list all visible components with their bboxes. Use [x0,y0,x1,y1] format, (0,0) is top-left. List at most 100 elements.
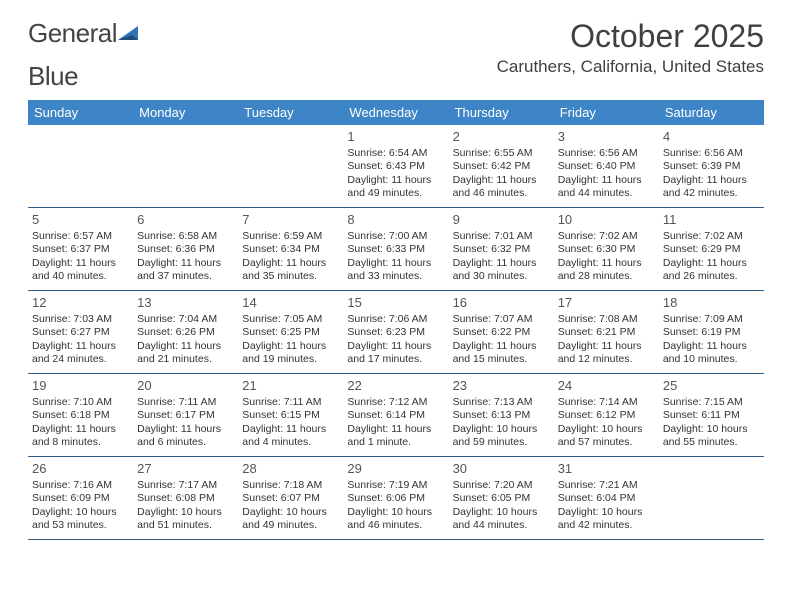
week-row: 5Sunrise: 6:57 AMSunset: 6:37 PMDaylight… [28,208,764,291]
day-cell: 5Sunrise: 6:57 AMSunset: 6:37 PMDaylight… [28,208,133,290]
sunrise-text: Sunrise: 7:12 AM [347,396,442,409]
daylight-text-2: and 51 minutes. [137,519,232,532]
daylight-text-1: Daylight: 11 hours [347,257,442,270]
day-number: 14 [242,295,337,312]
daylight-text-2: and 35 minutes. [242,270,337,283]
day-number: 25 [663,378,758,395]
sunrise-text: Sunrise: 7:02 AM [558,230,653,243]
sunset-text: Sunset: 6:14 PM [347,409,442,422]
daylight-text-1: Daylight: 11 hours [663,174,758,187]
day-number: 16 [453,295,548,312]
week-row: 19Sunrise: 7:10 AMSunset: 6:18 PMDayligh… [28,374,764,457]
day-cell: 8Sunrise: 7:00 AMSunset: 6:33 PMDaylight… [343,208,448,290]
day-cell: 28Sunrise: 7:18 AMSunset: 6:07 PMDayligh… [238,457,343,539]
day-cell: 10Sunrise: 7:02 AMSunset: 6:30 PMDayligh… [554,208,659,290]
day-cell: 23Sunrise: 7:13 AMSunset: 6:13 PMDayligh… [449,374,554,456]
empty-cell [133,125,238,207]
day-number: 13 [137,295,232,312]
day-number: 17 [558,295,653,312]
dow-tuesday: Tuesday [238,100,343,125]
daylight-text-1: Daylight: 11 hours [663,340,758,353]
daylight-text-2: and 28 minutes. [558,270,653,283]
daylight-text-1: Daylight: 11 hours [32,423,127,436]
daylight-text-2: and 46 minutes. [347,519,442,532]
sunrise-text: Sunrise: 7:16 AM [32,479,127,492]
sunset-text: Sunset: 6:36 PM [137,243,232,256]
daylight-text-1: Daylight: 11 hours [137,340,232,353]
sunset-text: Sunset: 6:17 PM [137,409,232,422]
sunrise-text: Sunrise: 7:15 AM [663,396,758,409]
dow-saturday: Saturday [659,100,764,125]
logo-word1: General [28,18,117,49]
sunrise-text: Sunrise: 7:14 AM [558,396,653,409]
day-cell: 15Sunrise: 7:06 AMSunset: 6:23 PMDayligh… [343,291,448,373]
logo-triangle-icon [118,18,140,49]
day-number: 24 [558,378,653,395]
day-number: 11 [663,212,758,229]
day-cell: 19Sunrise: 7:10 AMSunset: 6:18 PMDayligh… [28,374,133,456]
day-number: 6 [137,212,232,229]
week-row: 1Sunrise: 6:54 AMSunset: 6:43 PMDaylight… [28,125,764,208]
day-of-week-header: Sunday Monday Tuesday Wednesday Thursday… [28,100,764,125]
daylight-text-1: Daylight: 11 hours [558,174,653,187]
daylight-text-1: Daylight: 11 hours [242,257,337,270]
sunrise-text: Sunrise: 7:19 AM [347,479,442,492]
sunrise-text: Sunrise: 7:04 AM [137,313,232,326]
sunrise-text: Sunrise: 7:08 AM [558,313,653,326]
day-cell: 22Sunrise: 7:12 AMSunset: 6:14 PMDayligh… [343,374,448,456]
daylight-text-2: and 40 minutes. [32,270,127,283]
daylight-text-2: and 42 minutes. [663,187,758,200]
daylight-text-1: Daylight: 11 hours [32,340,127,353]
empty-cell [659,457,764,539]
daylight-text-2: and 57 minutes. [558,436,653,449]
logo: General [28,18,142,49]
day-cell: 14Sunrise: 7:05 AMSunset: 6:25 PMDayligh… [238,291,343,373]
weeks-container: 1Sunrise: 6:54 AMSunset: 6:43 PMDaylight… [28,125,764,540]
sunset-text: Sunset: 6:22 PM [453,326,548,339]
daylight-text-2: and 10 minutes. [663,353,758,366]
daylight-text-1: Daylight: 10 hours [663,423,758,436]
sunrise-text: Sunrise: 7:06 AM [347,313,442,326]
dow-thursday: Thursday [449,100,554,125]
daylight-text-1: Daylight: 11 hours [137,423,232,436]
daylight-text-2: and 49 minutes. [242,519,337,532]
day-cell: 3Sunrise: 6:56 AMSunset: 6:40 PMDaylight… [554,125,659,207]
day-cell: 26Sunrise: 7:16 AMSunset: 6:09 PMDayligh… [28,457,133,539]
week-row: 12Sunrise: 7:03 AMSunset: 6:27 PMDayligh… [28,291,764,374]
sunrise-text: Sunrise: 7:17 AM [137,479,232,492]
daylight-text-2: and 26 minutes. [663,270,758,283]
day-number: 7 [242,212,337,229]
dow-monday: Monday [133,100,238,125]
empty-cell [238,125,343,207]
day-cell: 1Sunrise: 6:54 AMSunset: 6:43 PMDaylight… [343,125,448,207]
daylight-text-2: and 42 minutes. [558,519,653,532]
day-number: 20 [137,378,232,395]
day-number: 19 [32,378,127,395]
sunset-text: Sunset: 6:19 PM [663,326,758,339]
sunrise-text: Sunrise: 7:03 AM [32,313,127,326]
day-cell: 11Sunrise: 7:02 AMSunset: 6:29 PMDayligh… [659,208,764,290]
daylight-text-2: and 44 minutes. [558,187,653,200]
sunset-text: Sunset: 6:09 PM [32,492,127,505]
daylight-text-1: Daylight: 11 hours [32,257,127,270]
day-cell: 7Sunrise: 6:59 AMSunset: 6:34 PMDaylight… [238,208,343,290]
daylight-text-1: Daylight: 11 hours [663,257,758,270]
daylight-text-2: and 6 minutes. [137,436,232,449]
sunrise-text: Sunrise: 7:20 AM [453,479,548,492]
sunset-text: Sunset: 6:07 PM [242,492,337,505]
day-number: 15 [347,295,442,312]
sunset-text: Sunset: 6:34 PM [242,243,337,256]
daylight-text-2: and 17 minutes. [347,353,442,366]
day-cell: 17Sunrise: 7:08 AMSunset: 6:21 PMDayligh… [554,291,659,373]
day-cell: 4Sunrise: 6:56 AMSunset: 6:39 PMDaylight… [659,125,764,207]
day-number: 27 [137,461,232,478]
daylight-text-1: Daylight: 10 hours [137,506,232,519]
dow-friday: Friday [554,100,659,125]
sunrise-text: Sunrise: 7:01 AM [453,230,548,243]
daylight-text-2: and 46 minutes. [453,187,548,200]
daylight-text-1: Daylight: 10 hours [558,506,653,519]
day-number: 30 [453,461,548,478]
day-number: 28 [242,461,337,478]
sunset-text: Sunset: 6:04 PM [558,492,653,505]
calendar-page: General October 2025 Caruthers, Californ… [0,0,792,540]
